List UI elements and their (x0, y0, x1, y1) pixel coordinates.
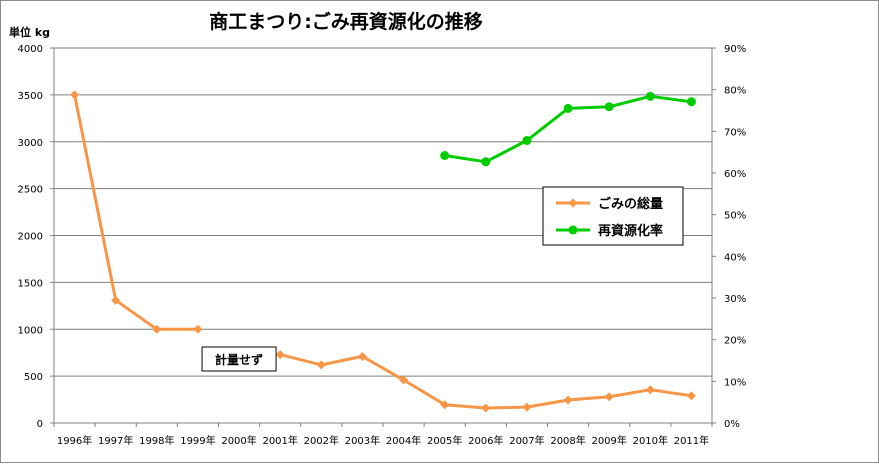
data-point (193, 324, 203, 334)
x-tick-label: 1998年 (139, 434, 174, 447)
legend-entry-label: ごみの総量 (598, 196, 663, 212)
right-tick-label: 40% (724, 252, 746, 263)
right-tick-label: 50% (724, 211, 746, 222)
x-tick-label: 2008年 (550, 434, 585, 447)
data-point (111, 295, 121, 305)
left-tick-label: 4000 (18, 44, 43, 55)
axes (50, 47, 716, 427)
data-point (481, 403, 491, 413)
annotation: 計量せず (201, 346, 277, 372)
x-tick-label: 1999年 (180, 434, 215, 447)
data-point (686, 391, 696, 401)
data-point (522, 136, 532, 145)
data-point (316, 360, 326, 370)
data-point (686, 97, 696, 107)
data-point (399, 375, 409, 385)
left-tick-label: 2000 (18, 232, 43, 243)
x-tick-label: 2003年 (345, 434, 380, 447)
x-tick-label: 2007年 (509, 434, 544, 447)
right-tick-label: 10% (724, 377, 746, 388)
x-tick-label: 2005年 (427, 434, 462, 447)
series-line (73, 94, 198, 331)
data-point (645, 385, 655, 395)
x-tick-label: 2002年 (304, 434, 339, 447)
data-point (70, 90, 80, 100)
legend-box (542, 186, 684, 246)
right-tick-label: 80% (724, 86, 746, 97)
legend-entry-label: 再資源化率 (598, 223, 663, 239)
x-tick-label: 2004年 (386, 434, 421, 447)
right-tick-label: 30% (724, 294, 746, 305)
data-point (275, 350, 285, 360)
left-tick-label: 3500 (18, 91, 43, 102)
data-point (604, 102, 614, 112)
left-tick-label: 2500 (18, 185, 43, 196)
right-tick-label: 0% (724, 419, 740, 430)
annotation-box (201, 346, 277, 372)
right-tick-label: 70% (724, 127, 746, 138)
right-tick-label: 90% (724, 44, 746, 55)
right-axis-tick-labels: 0% 10% 20% 30% 40% 50% 60% 70% 80% 90% (724, 44, 746, 430)
right-tick-label: 60% (724, 169, 746, 180)
x-tick-label: 2001年 (262, 434, 297, 447)
data-point (563, 395, 573, 405)
series-line (279, 353, 692, 410)
x-tick-label: 1996年 (57, 434, 92, 447)
left-tick-label: 500 (24, 372, 43, 383)
left-tick-label: 3000 (18, 138, 43, 149)
x-tick-label: 2010年 (633, 434, 668, 447)
right-tick-label: 20% (724, 336, 746, 347)
x-tick-label: 1997年 (98, 434, 133, 447)
left-axis-tick-labels: 0 500 1000 1500 2000 2500 3000 3500 4000 (18, 44, 43, 430)
unit-label: 単位 kg (9, 25, 50, 39)
data-point (152, 324, 162, 334)
left-tick-label: 1000 (18, 325, 43, 336)
series-waste-total (70, 90, 696, 413)
data-point (645, 91, 655, 101)
x-tick-label: 2011年 (674, 434, 709, 447)
series-layer (70, 90, 696, 413)
data-point (440, 400, 450, 410)
data-point (563, 103, 573, 113)
left-tick-label: 0 (37, 419, 43, 430)
data-point (440, 151, 450, 160)
x-axis-tick-labels: 1996年 1997年 1998年 1999年 2000年 2001年 2002年 2003年… (57, 434, 709, 447)
annotation-text: 計量せず (215, 352, 263, 367)
series-recycle-rate (440, 91, 696, 167)
data-point (357, 351, 367, 361)
x-tick-label: 2000年 (221, 434, 256, 447)
legend-swatch-marker (568, 225, 578, 235)
legend-swatch-marker (568, 198, 578, 208)
data-point (522, 402, 532, 412)
data-point (604, 392, 614, 402)
x-tick-label: 2009年 (591, 434, 626, 447)
left-tick-label: 1500 (18, 278, 43, 289)
chart-title: 商工まつり:ごみ再資源化の推移 (209, 10, 483, 33)
data-point (481, 157, 491, 167)
x-tick-label: 2006年 (468, 434, 503, 447)
